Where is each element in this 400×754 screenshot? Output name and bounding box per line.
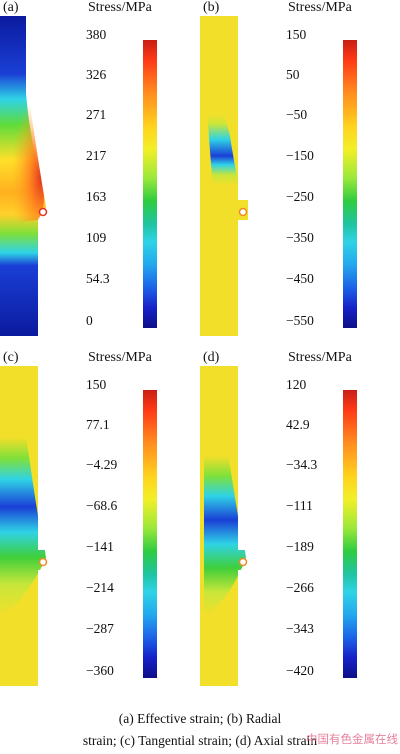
panel-effective-strain: (a) Stress/MPa [0,0,200,350]
colorbar-tick: 217 [86,148,107,163]
colorbar-tick: 163 [86,189,107,204]
colorbar-tick: −189 [286,539,314,554]
colorbar-ticks: 150 50 −50 −150 −250 −350 −450 −550 [286,27,346,328]
colorbar-tick: 50 [286,67,300,82]
caption-line: strain; (c) Tangential strain; (d) Axial… [82,733,318,748]
colorbar-tick: −4.29 [86,457,118,472]
panel-label: (b) [203,0,220,15]
colorbar-tick: 54.3 [86,271,110,286]
colorbar-tick: −420 [286,663,314,678]
colorbar-ticks: 120 42.9 −34.3 −111 −189 −266 −343 −420 [286,377,346,678]
watermark: 中国有色金属在线 [306,732,398,746]
colorbar-ticks: 150 77.1 −4.29 −68.6 −141 −214 −287 −360 [86,377,146,678]
colorbar-title: Stress/MPa [88,0,152,15]
panel-label: (a) [3,0,19,15]
colorbar-tick: 109 [86,230,107,245]
colorbar-title: Stress/MPa [288,350,352,365]
colorbar-title: Stress/MPa [288,0,352,15]
colorbar-tick: −34.3 [286,457,318,472]
colorbar [343,40,357,328]
colorbar-tick: −111 [286,498,313,513]
colorbar-tick: −250 [286,189,314,204]
colorbar-tick: 0 [86,313,93,328]
colorbar-tick: 380 [86,27,107,42]
colorbar-tick: −350 [286,230,314,245]
stress-contour-plot [0,16,48,336]
colorbar-tick: −141 [86,539,114,554]
colorbar-ticks: 380 326 271 217 163 109 54.3 0 [86,27,146,328]
colorbar [143,390,157,678]
caption-line: (a) Effective strain; (b) Radial [118,711,282,726]
colorbar-tick: 150 [286,27,307,42]
colorbar-tick: −343 [286,621,314,636]
colorbar-title: Stress/MPa [88,350,152,365]
colorbar-tick: 77.1 [86,417,110,432]
panel-radial-strain: (b) Stress/MPa [200,0,400,350]
stress-contour-plot [200,16,248,336]
colorbar [143,40,157,328]
colorbar-tick: −287 [86,621,114,636]
colorbar-tick: −266 [286,580,314,595]
colorbar-tick: −50 [286,107,308,122]
colorbar-tick: 326 [86,67,107,82]
colorbar-tick: −550 [286,313,314,328]
stress-contour-plot [0,366,48,686]
colorbar-tick: 150 [86,377,107,392]
panel-label: (c) [3,350,19,365]
stress-contour-plot [200,366,248,686]
colorbar-tick: −214 [86,580,114,595]
colorbar [343,390,357,678]
colorbar-tick: 271 [86,107,107,122]
colorbar-tick: −360 [86,663,114,678]
colorbar-tick: 120 [286,377,307,392]
figure-caption: (a) Effective strain; (b) Radial strain;… [0,708,400,752]
colorbar-tick: −450 [286,271,314,286]
colorbar-tick: −68.6 [86,498,118,513]
colorbar-tick: 42.9 [286,417,310,432]
colorbar-tick: −150 [286,148,314,163]
panel-axial-strain: (d) Stress/MPa [200,350,400,700]
panel-label: (d) [203,350,220,365]
panel-tangential-strain: (c) Stress/MPa [0,350,200,700]
